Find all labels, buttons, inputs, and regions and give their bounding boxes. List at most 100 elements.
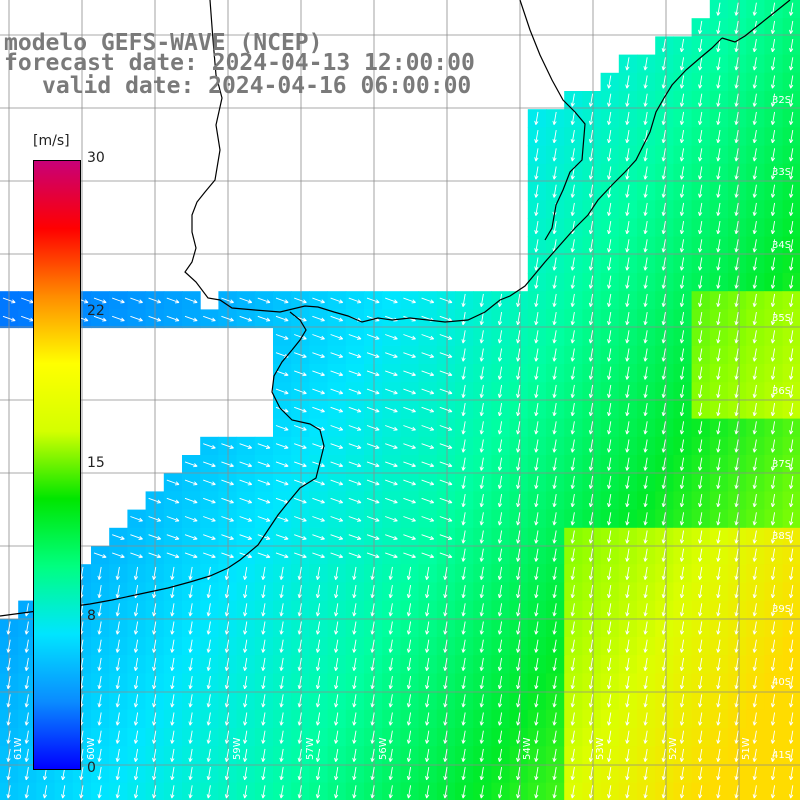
wind-arrow: [115, 694, 120, 708]
wind-arrow: [552, 366, 557, 380]
wind-arrow: [42, 785, 48, 799]
wind-arrow: [461, 657, 466, 671]
wind-arrow: [133, 566, 139, 580]
wind-arrow: [93, 552, 107, 559]
wind-arrow: [588, 330, 594, 344]
title-forecast-date: forecast date: 2024-04-13 12:00:00: [4, 50, 475, 76]
wind-arrow: [625, 57, 630, 71]
wind-arrow: [734, 275, 739, 289]
wind-arrow: [403, 461, 416, 468]
wind-arrow: [752, 730, 757, 744]
wind-arrow: [625, 767, 630, 781]
wind-arrow: [552, 457, 557, 471]
wind-arrow: [24, 694, 29, 708]
wind-arrow: [275, 552, 289, 559]
wind-arrow: [789, 421, 794, 435]
wind-arrow: [752, 712, 757, 726]
wind-arrow: [388, 676, 393, 690]
wind-arrow: [643, 403, 648, 417]
wind-arrow: [679, 148, 685, 162]
wind-arrow: [115, 767, 120, 781]
wind-arrow: [170, 712, 175, 726]
wind-arrow: [261, 621, 266, 635]
wind-arrow: [461, 312, 466, 326]
wind-arrow: [570, 184, 575, 198]
wind-arrow: [294, 552, 307, 559]
wind-arrow: [552, 494, 557, 508]
wind-arrow: [643, 566, 648, 580]
wind-arrow: [534, 621, 539, 635]
wind-arrow: [334, 748, 339, 762]
wind-arrow: [6, 621, 11, 635]
wind-arrow: [257, 443, 271, 449]
wind-arrow: [406, 785, 412, 799]
wind-arrow: [370, 639, 375, 653]
wind-arrow: [330, 534, 344, 540]
wind-arrow: [534, 130, 539, 144]
wind-arrow: [534, 330, 539, 344]
wind-arrow: [625, 585, 630, 599]
wind-arrow: [516, 403, 521, 417]
wind-arrow: [716, 148, 721, 162]
wind-arrow: [789, 767, 794, 781]
wind-arrow: [789, 111, 794, 125]
wind-arrow: [625, 639, 630, 653]
wind-arrow: [388, 748, 393, 762]
wind-arrow: [607, 257, 612, 271]
wind-arrow: [570, 548, 575, 562]
wind-arrow: [133, 730, 139, 744]
wind-arrow: [497, 566, 503, 580]
wind-arrow: [279, 767, 284, 781]
wind-arrow: [312, 388, 325, 395]
wind-arrow: [516, 566, 521, 580]
wind-arrow: [294, 497, 307, 504]
wind-arrow: [552, 748, 557, 762]
wind-arrow: [421, 370, 435, 377]
wind-arrow: [330, 443, 344, 449]
wind-arrow: [789, 39, 794, 53]
wind-arrow: [661, 639, 666, 653]
wind-arrow: [130, 297, 143, 304]
wind-arrow: [370, 785, 375, 799]
wind-arrow: [625, 93, 630, 107]
wind-arrow: [789, 494, 794, 508]
wind-arrow: [661, 384, 666, 398]
wind-arrow: [406, 767, 412, 781]
wind-arrow: [625, 603, 630, 617]
wind-arrow: [516, 548, 521, 562]
wind-arrow: [607, 457, 612, 471]
wind-arrow: [366, 406, 380, 413]
wind-arrow: [406, 657, 412, 671]
wind-arrow: [716, 676, 721, 690]
wind-arrow: [461, 421, 466, 435]
wind-arrow: [243, 657, 248, 671]
wind-arrow: [348, 388, 362, 395]
wind-arrow: [752, 93, 757, 107]
wind-arrow: [406, 603, 412, 617]
wind-arrow: [661, 566, 666, 580]
wind-arrow: [461, 767, 466, 781]
wind-arrow: [625, 621, 630, 635]
wind-arrow: [479, 530, 484, 544]
wind-arrow: [534, 239, 539, 253]
wind-arrow: [679, 275, 685, 289]
wind-arrow: [312, 516, 325, 522]
wind-arrow: [166, 315, 180, 322]
wind-arrow: [625, 421, 630, 435]
wind-arrow: [770, 566, 776, 580]
wind-arrow: [425, 694, 430, 708]
lat-label: 39S: [772, 604, 792, 615]
wind-arrow: [275, 370, 289, 377]
wind-arrow: [312, 297, 325, 304]
wind-arrow: [97, 730, 102, 744]
wind-arrow: [366, 334, 380, 340]
wind-arrow: [752, 566, 757, 580]
wind-arrow: [570, 475, 575, 489]
wind-arrow: [698, 585, 703, 599]
wind-arrow: [588, 257, 594, 271]
wind-arrow: [698, 39, 703, 53]
wind-arrow: [170, 748, 175, 762]
wind-arrow: [607, 166, 612, 180]
wind-arrow: [330, 370, 344, 377]
wind-arrow: [294, 388, 307, 395]
